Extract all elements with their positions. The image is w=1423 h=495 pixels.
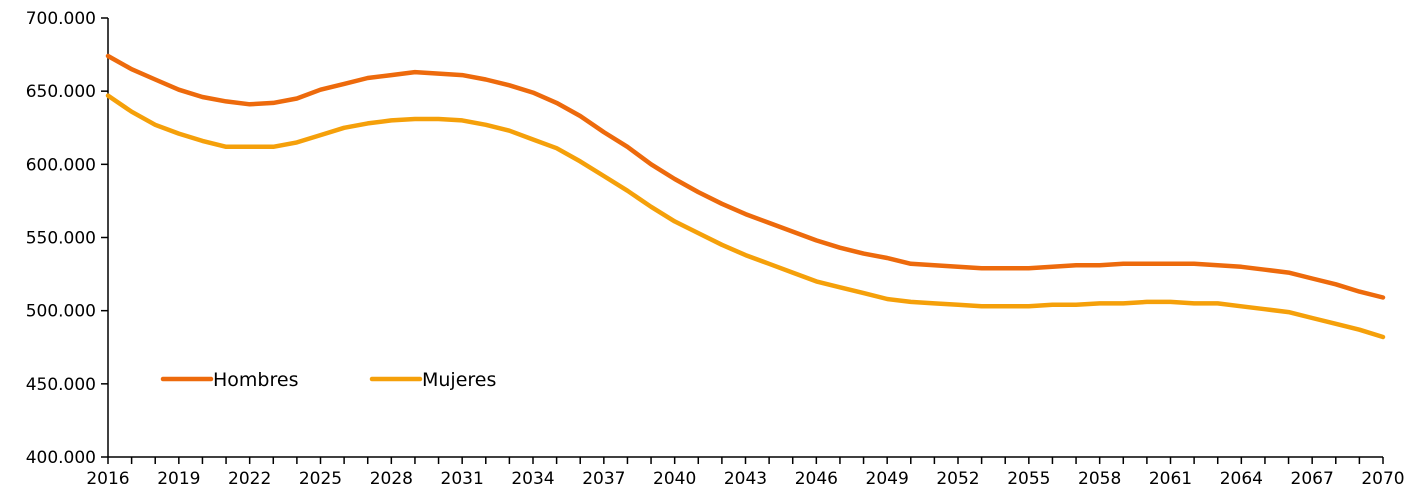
y-tick-label: 650.000 (26, 82, 96, 102)
y-tick-label: 600.000 (26, 155, 96, 175)
series-line-hombres (105, 53, 1386, 300)
x-tick-label: 2061 (1149, 469, 1192, 489)
x-axis: 2016 2019 2022 2025 2028 2031 2034 2037 2040 2043… (86, 456, 1405, 489)
legend-label-mujeres: Mujeres (422, 369, 496, 391)
x-tick-label: 2028 (370, 469, 413, 489)
legend: Hombres Mujeres (160, 369, 496, 391)
y-tick-label: 550.000 (26, 229, 96, 249)
x-tick-label: 2034 (511, 469, 554, 489)
x-tick-label: 2058 (1078, 469, 1121, 489)
x-tick-label: 2070 (1361, 469, 1404, 489)
x-tick-label: 2052 (936, 469, 979, 489)
x-tick-label: 2046 (795, 469, 838, 489)
x-tick-label: 2043 (724, 469, 767, 489)
x-tick-label: 2037 (582, 469, 625, 489)
x-tick-label: 2064 (1220, 469, 1263, 489)
y-axis: 400.000 450.000 500.000 550.000 600.000 650.0… (26, 9, 109, 468)
x-tick-label: 2067 (1291, 469, 1334, 489)
x-tick-label: 2022 (228, 469, 271, 489)
x-tick-label: 2055 (1007, 469, 1050, 489)
x-tick-label: 2031 (441, 469, 484, 489)
y-tick-label: 450.000 (26, 375, 96, 395)
y-tick-label: 700.000 (26, 9, 96, 29)
x-tick-label: 2016 (86, 469, 129, 489)
x-tick-label: 2040 (653, 469, 696, 489)
series-line-mujeres (105, 93, 1386, 340)
x-tick-label: 2049 (866, 469, 909, 489)
x-tick-label: 2019 (157, 469, 200, 489)
series-lines (105, 53, 1386, 340)
legend-label-hombres: Hombres (213, 369, 298, 391)
y-tick-label: 400.000 (26, 448, 96, 468)
y-tick-label: 500.000 (26, 302, 96, 322)
x-tick-label: 2025 (299, 469, 342, 489)
